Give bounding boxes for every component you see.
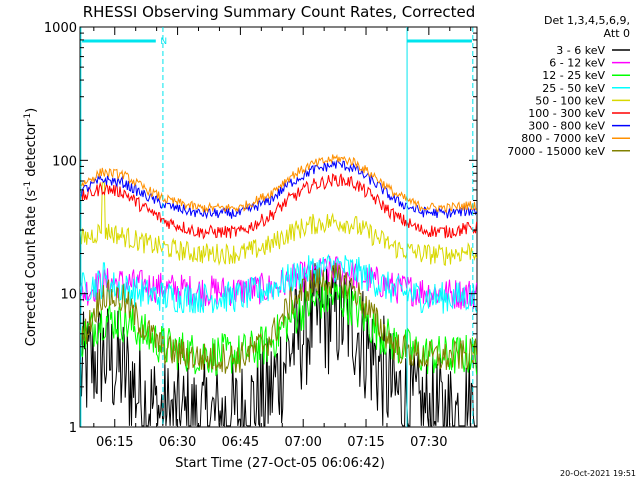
chart-title: RHESSI Observing Summary Count Rates, Co… (83, 3, 476, 21)
x-tick-label: 06:45 (222, 435, 259, 450)
axis-layer: 06:15 06:30 06:45 07:00 07:15 07:30 1 10 100 1000 (44, 21, 477, 450)
saa-bar-label: N (160, 37, 167, 47)
y-tick-label: 100 (52, 154, 77, 169)
timestamp: 20-Oct-2021 19:51 (560, 469, 636, 478)
legend-header-line-2: Att 0 (604, 27, 630, 40)
legend-entry-label: 3 - 6 keV (556, 44, 605, 57)
legend-entry-label: 300 - 800 keV (528, 120, 605, 133)
y-axis-label-sup2: -1 (23, 113, 33, 122)
series-line-50-100-kev (79, 182, 478, 266)
y-axis-label: Corrected Count Rate (s-1 detector-1) (23, 108, 39, 346)
marker-layer: N (80, 27, 474, 427)
series-line-300-800-kev (80, 159, 478, 220)
legend-entry-label: 50 - 100 keV (535, 94, 605, 107)
series-line-25-50-kev (79, 253, 478, 314)
x-tick-label: 07:30 (410, 435, 447, 450)
legend-entry-label: 100 - 300 keV (528, 107, 605, 120)
y-tick-label: 1 (69, 421, 77, 436)
y-tick-label: 1000 (44, 21, 77, 36)
x-axis-label: Start Time (27-Oct-05 06:06:42) (175, 456, 385, 471)
series-layer (79, 153, 478, 428)
x-tick-label: 06:15 (96, 435, 133, 450)
series-line-3-6-kev (79, 261, 477, 428)
plot-frame (79, 26, 478, 428)
legend-header-line-1: Det 1,3,4,5,6,9, (544, 14, 630, 27)
y-tick-label: 10 (60, 288, 77, 303)
x-tick-label: 07:15 (347, 435, 384, 450)
legend-entry-label: 25 - 50 keV (542, 82, 605, 95)
y-axis-label-mid: detector (24, 121, 39, 181)
series-line-7000-15000-kev (79, 262, 478, 374)
legend-entry-label: 12 - 25 keV (542, 69, 605, 82)
series-line-6-12-kev (79, 255, 478, 310)
y-axis-label-end: ) (24, 108, 39, 113)
legend-entry-label: 7000 - 15000 keV (507, 145, 605, 158)
legend-entry-label: 800 - 7000 keV (521, 132, 605, 145)
x-tick-label: 07:00 (284, 435, 321, 450)
y-axis-label-main: Corrected Count Rate (s (24, 190, 39, 347)
series-line-100-300-kev (79, 173, 478, 240)
series-line-12-25-kev (79, 280, 478, 377)
x-tick-label: 06:30 (159, 435, 196, 450)
y-axis-label-sup1: -1 (23, 181, 33, 190)
legend-entry-label: 6 - 12 keV (549, 57, 605, 70)
series-line-800-7000-kev (80, 153, 477, 214)
